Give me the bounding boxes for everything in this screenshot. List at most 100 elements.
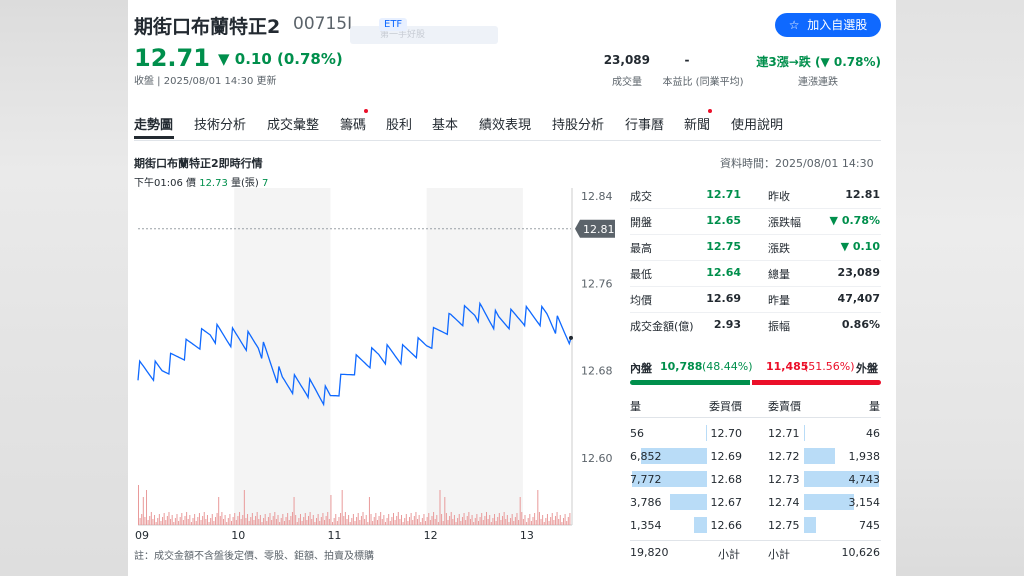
intraday-chart[interactable]: 12.84 12.76 12.68 12.60 12.81 09 10 11 12 13	[128, 180, 624, 545]
tab-chips[interactable]: 籌碼	[340, 118, 367, 133]
tab-chart[interactable]: 走勢圖	[134, 118, 174, 133]
ask-price: 12.72	[768, 450, 800, 463]
tab-help[interactable]: 使用說明	[731, 118, 784, 133]
volume-bar	[316, 518, 318, 525]
ask-subtotal: 10,626	[841, 546, 881, 559]
row-divider	[630, 234, 881, 235]
y-tick-label: 12.60	[581, 452, 613, 465]
volume-bar	[157, 518, 159, 525]
volume-bar	[253, 520, 255, 525]
stock-code: 00715L	[293, 14, 357, 34]
footnote: 註：成交金額不含盤後定價、零股、鉅額、拍賣及標購	[134, 551, 374, 562]
volume-bar	[147, 520, 149, 525]
volume-bar	[468, 512, 470, 525]
volume-bar	[540, 519, 542, 525]
volume-bar	[524, 515, 526, 525]
volume-bar	[170, 519, 172, 525]
tab-calendar[interactable]: 行事曆	[625, 118, 665, 133]
quote-label: 昨量	[768, 294, 790, 307]
volume-bar	[503, 512, 505, 525]
ask-depth-bar	[804, 517, 816, 533]
row-divider	[630, 208, 881, 209]
volume-bar	[293, 497, 295, 525]
volume-bar	[534, 513, 536, 525]
volume-bar	[165, 520, 167, 525]
tab-performance[interactable]: 績效表現	[479, 118, 532, 133]
ask-depth-bar	[804, 494, 854, 510]
volume-bar	[205, 519, 207, 525]
volume-bar	[418, 515, 420, 525]
volume-bar	[277, 515, 279, 525]
tab-divider	[134, 140, 881, 141]
volume-bar	[182, 520, 184, 525]
quote-value: 12.81	[845, 188, 880, 201]
last-price-dot	[569, 335, 573, 340]
volume-bar	[357, 513, 359, 525]
hour-band	[234, 188, 331, 525]
volume-bar	[558, 519, 560, 525]
quote-label: 成交金額(億)	[630, 320, 694, 333]
subtotal-divider	[630, 540, 881, 541]
volume-bar	[508, 522, 510, 525]
tab-technical[interactable]: 技術分析	[194, 118, 247, 133]
quote-value: 12.75	[706, 240, 741, 253]
quote-value: 47,407	[837, 292, 880, 305]
chart-tooltip: 下午01:06 價 12.73 量(張) 7	[134, 174, 268, 189]
volume-bar	[155, 522, 157, 525]
volume-bar	[426, 517, 428, 525]
volume-bar	[526, 522, 528, 525]
volume-bar	[166, 516, 168, 525]
volume-bar	[251, 513, 253, 525]
volume-bar	[368, 497, 370, 525]
quote-value: 0.86%	[841, 318, 880, 331]
volume-bar	[527, 518, 529, 525]
volume-bar	[356, 517, 358, 525]
volume-bar	[240, 519, 242, 525]
volume-bar	[433, 512, 435, 525]
ask-price-header: 委賣價	[768, 400, 801, 413]
background-right	[896, 0, 1024, 576]
volume-bar	[144, 517, 146, 525]
tab-trades[interactable]: 成交彙整	[267, 118, 320, 133]
volume-bar	[359, 520, 361, 525]
ask-volume: 1,938	[848, 450, 881, 463]
volume-bar	[303, 517, 305, 525]
volume-bar	[516, 513, 518, 525]
volume-bar	[226, 522, 228, 525]
volume-bar	[394, 520, 396, 525]
volume-bar	[505, 519, 507, 525]
volume-bar	[425, 521, 427, 525]
quote-value: ▼ 0.10	[840, 240, 880, 253]
volume-bar	[460, 521, 462, 525]
ask-volume: 745	[859, 519, 880, 532]
volume-bar	[304, 513, 306, 525]
volume-bar	[333, 518, 335, 525]
volume-bar	[486, 512, 488, 525]
data-time: 資料時間：2025/08/01 14:30	[720, 157, 874, 170]
inner-value: 10,788	[660, 360, 703, 373]
volume-bar	[290, 516, 292, 525]
volume-bar	[301, 521, 303, 525]
update-status: 收盤 | 2025/08/01 14:30 更新	[134, 76, 277, 87]
volume-bar	[545, 518, 547, 525]
volume-bar	[243, 490, 245, 525]
volume-bar	[465, 520, 467, 525]
volume-bar	[498, 513, 500, 525]
volume-bar	[564, 514, 566, 525]
volume-bar	[218, 497, 220, 525]
chips-notification-dot	[364, 109, 368, 113]
bid-depth-bar	[632, 471, 707, 487]
volume-bar	[200, 520, 202, 525]
tab-news[interactable]: 新聞	[684, 118, 711, 133]
active-tab-underline	[134, 136, 174, 139]
tab-holdings[interactable]: 持股分析	[552, 118, 605, 133]
add-watchlist-button[interactable]: ☆ 加入自選股	[775, 13, 881, 37]
bid-price: 12.69	[710, 450, 743, 463]
tab-dividend[interactable]: 股利	[386, 118, 413, 133]
volume-bar	[258, 519, 260, 525]
volume-bar	[397, 512, 399, 525]
volume-bar	[410, 513, 412, 525]
tab-basic[interactable]: 基本	[432, 118, 459, 133]
chart-title: 期街口布蘭特正2即時行情	[134, 157, 263, 170]
outer-ratio-bar	[752, 380, 881, 385]
